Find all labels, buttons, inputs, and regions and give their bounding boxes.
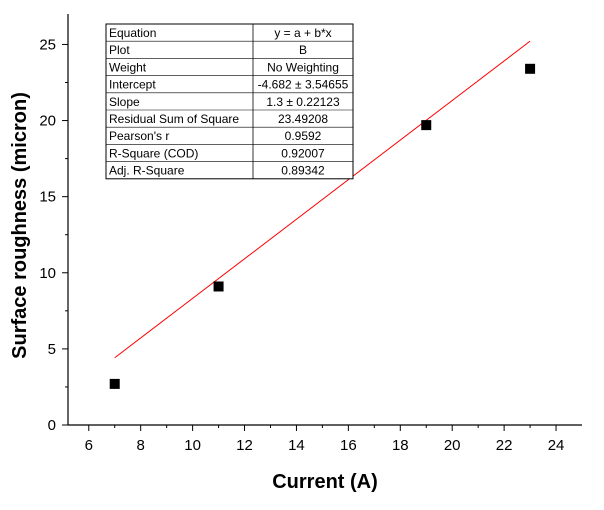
data-point — [109, 378, 120, 389]
fit-table-param-value: No Weighting — [267, 60, 339, 74]
fit-table-param-value: y = a + b*x — [274, 26, 331, 40]
y-tick-label: 25 — [39, 36, 56, 53]
fit-table-param-label: Equation — [109, 26, 156, 40]
y-axis-title: Surface roughness (micron) — [9, 92, 31, 359]
fit-table-param-label: Slope — [109, 95, 140, 109]
y-tick-label: 10 — [39, 265, 56, 282]
x-axis-title: Current (A) — [272, 471, 378, 493]
fit-table-param-value: 23.49208 — [278, 112, 328, 126]
x-tick-label: 24 — [548, 437, 565, 454]
x-tick-label: 14 — [288, 437, 305, 454]
data-point — [421, 120, 432, 131]
x-tick-label: 6 — [85, 437, 93, 454]
y-tick-label: 15 — [39, 189, 56, 206]
data-point — [213, 281, 224, 292]
fit-table-param-value: -4.682 ± 3.54655 — [258, 78, 349, 92]
y-tick-label: 20 — [39, 113, 56, 130]
fit-table-param-label: Intercept — [109, 78, 156, 92]
fit-table-param-value: 0.92007 — [281, 146, 325, 160]
fit-table-param-label: Weight — [109, 60, 147, 74]
y-tick-label: 5 — [48, 341, 56, 358]
fit-table-border — [105, 23, 354, 180]
fit-table-param-label: Plot — [109, 43, 130, 57]
fit-table-param-value: 1.3 ± 0.22123 — [266, 95, 340, 109]
fit-table-param-value: B — [299, 43, 307, 57]
fit-table-param-value: 0.89342 — [281, 164, 325, 178]
fit-table-param-value: 0.9592 — [285, 129, 322, 143]
x-tick-label: 22 — [496, 437, 513, 454]
data-point — [525, 63, 536, 74]
x-tick-label: 10 — [184, 437, 201, 454]
fit-table-param-label: Pearson's r — [109, 129, 169, 143]
y-tick-label: 0 — [48, 417, 56, 434]
x-tick-label: 20 — [444, 437, 461, 454]
x-tick-label: 12 — [236, 437, 253, 454]
x-tick-label: 16 — [340, 437, 357, 454]
x-tick-label: 8 — [137, 437, 145, 454]
x-tick-label: 18 — [392, 437, 409, 454]
linear-fit-line — [114, 40, 531, 359]
fit-table-param-label: Residual Sum of Square — [109, 112, 239, 126]
fit-table-param-label: Adj. R-Square — [109, 164, 185, 178]
fit-table-param-label: R-Square (COD) — [109, 146, 198, 160]
